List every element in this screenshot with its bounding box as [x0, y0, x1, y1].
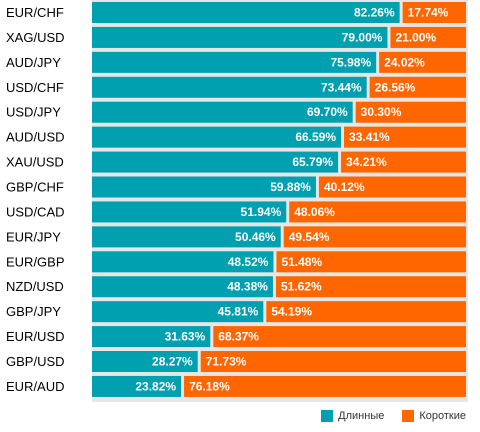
pair-label: EUR/USD	[6, 329, 65, 344]
short-bar	[369, 76, 466, 98]
short-value-label: 33.41%	[349, 130, 390, 144]
short-bar	[289, 201, 466, 223]
long-value-label: 51.94%	[241, 205, 282, 219]
pair-label: USD/CHF	[6, 80, 64, 95]
long-value-label: 23.82%	[135, 379, 176, 393]
pair-label: USD/CAD	[6, 204, 65, 219]
long-bar	[92, 276, 273, 298]
short-value-label: 48.06%	[294, 205, 335, 219]
short-bar	[402, 2, 466, 23]
short-bar	[390, 26, 466, 48]
short-bar	[379, 51, 466, 73]
legend-label-short: Короткие	[419, 410, 466, 422]
short-bar	[266, 301, 466, 323]
long-value-label: 59.88%	[270, 180, 311, 194]
long-bar	[92, 301, 264, 323]
short-bar	[184, 375, 467, 397]
pair-label: XAU/USD	[6, 155, 64, 170]
pair-label: AUD/USD	[6, 130, 65, 145]
legend-swatch-long	[321, 410, 334, 422]
short-value-label: 49.54%	[289, 230, 330, 244]
long-bar	[92, 375, 182, 397]
short-bar	[341, 151, 466, 173]
short-bar	[275, 276, 466, 298]
short-value-label: 71.73%	[206, 355, 247, 369]
long-value-label: 75.98%	[330, 55, 371, 69]
short-bar	[276, 251, 466, 273]
pair-label: AUD/JPY	[6, 55, 61, 70]
short-value-label: 17.74%	[408, 6, 449, 20]
legend-label-long: Длинные	[338, 410, 385, 422]
pair-label: EUR/CHF	[6, 5, 64, 20]
long-value-label: 73.44%	[321, 80, 362, 94]
long-value-label: 48.52%	[228, 255, 269, 269]
long-bar	[92, 351, 198, 373]
short-value-label: 26.56%	[375, 80, 416, 94]
long-value-label: 82.26%	[354, 6, 395, 20]
short-bar	[213, 326, 466, 348]
short-bar	[318, 176, 466, 198]
long-bar	[92, 226, 281, 248]
pair-label: EUR/AUD	[6, 379, 65, 394]
short-value-label: 54.19%	[271, 305, 312, 319]
pair-label: GBP/CHF	[6, 180, 64, 195]
long-value-label: 50.46%	[235, 230, 276, 244]
long-value-label: 66.59%	[295, 130, 336, 144]
short-value-label: 34.21%	[346, 155, 387, 169]
short-value-label: 30.30%	[361, 105, 402, 119]
pair-label: EUR/JPY	[6, 229, 61, 244]
long-bar	[92, 26, 388, 48]
long-value-label: 69.70%	[307, 105, 348, 119]
short-value-label: 76.18%	[189, 379, 230, 393]
short-value-label: 68.37%	[218, 330, 259, 344]
short-bar	[283, 226, 466, 248]
long-bar	[92, 251, 274, 273]
pair-label: GBP/JPY	[6, 304, 61, 319]
legend-swatch-short	[402, 410, 415, 422]
long-bar	[92, 101, 353, 123]
short-bar	[200, 351, 466, 373]
long-bar	[92, 2, 400, 23]
long-value-label: 28.27%	[152, 355, 193, 369]
long-bar	[92, 326, 211, 348]
short-value-label: 51.62%	[281, 280, 322, 294]
long-bar	[92, 151, 339, 173]
long-value-label: 65.79%	[292, 155, 333, 169]
pair-label: XAG/USD	[6, 30, 65, 45]
legend-item-short: Короткие	[402, 410, 466, 422]
legend-item-long: Длинные	[321, 410, 384, 422]
pair-label: USD/JPY	[6, 105, 61, 120]
short-value-label: 21.00%	[395, 30, 436, 44]
pair-label: NZD/USD	[6, 279, 64, 294]
long-bar	[92, 201, 287, 223]
short-bar	[355, 101, 466, 123]
pair-label: GBP/USD	[6, 354, 65, 369]
long-value-label: 48.38%	[227, 280, 268, 294]
long-bar	[92, 76, 367, 98]
long-value-label: 79.00%	[342, 30, 383, 44]
long-bar	[92, 126, 342, 148]
long-value-label: 45.81%	[218, 305, 259, 319]
short-bar	[344, 126, 466, 148]
short-value-label: 24.02%	[384, 55, 425, 69]
pair-label: EUR/GBP	[6, 254, 65, 269]
legend: Длинные Короткие	[309, 410, 466, 422]
long-bar	[92, 51, 377, 73]
long-value-label: 31.63%	[165, 330, 206, 344]
long-bar	[92, 176, 316, 198]
short-value-label: 40.12%	[324, 180, 365, 194]
short-value-label: 51.48%	[281, 255, 322, 269]
